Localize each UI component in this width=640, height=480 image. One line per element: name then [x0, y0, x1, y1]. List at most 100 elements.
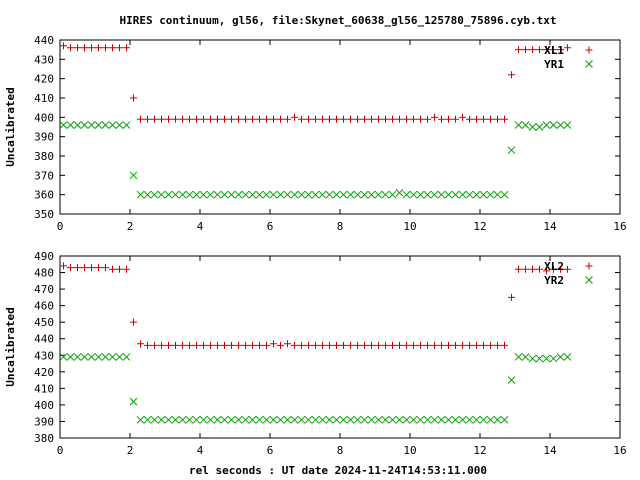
- data-point: [374, 415, 383, 424]
- data-point: [207, 341, 214, 349]
- data-point: [473, 115, 480, 123]
- data-point: [178, 190, 187, 199]
- data-point: [564, 265, 571, 273]
- data-point: [549, 121, 558, 129]
- series-YR2: [59, 353, 572, 424]
- data-point: [515, 46, 522, 54]
- data-point: [361, 115, 368, 123]
- data-point: [284, 115, 291, 123]
- data-point: [374, 190, 383, 199]
- data-point: [430, 190, 439, 199]
- data-point: [150, 190, 159, 199]
- data-point: [206, 415, 215, 424]
- data-point: [543, 267, 550, 275]
- data-point: [416, 415, 425, 424]
- data-point: [479, 415, 488, 424]
- data-point: [116, 265, 123, 273]
- data-point: [556, 353, 565, 361]
- data-point: [332, 415, 341, 424]
- series-YR1: [59, 121, 572, 199]
- data-point: [304, 415, 313, 424]
- data-point: [241, 190, 250, 199]
- data-point: [255, 415, 264, 424]
- data-point: [514, 353, 523, 361]
- data-point: [389, 341, 396, 349]
- y-tick-label: 440: [34, 333, 54, 346]
- data-point: [417, 341, 424, 349]
- data-point: [249, 341, 256, 349]
- data-point: [95, 264, 102, 272]
- data-point: [423, 190, 432, 199]
- data-point: [445, 115, 452, 123]
- legend-label: XL2: [544, 260, 564, 273]
- data-point: [424, 341, 431, 349]
- data-point: [354, 341, 361, 349]
- y-tick-label: 390: [34, 415, 54, 428]
- data-point: [171, 415, 180, 424]
- data-point: [263, 115, 270, 123]
- data-point: [256, 115, 263, 123]
- data-point: [507, 376, 516, 384]
- data-point: [424, 115, 431, 123]
- data-point: [270, 115, 277, 123]
- data-point: [66, 121, 75, 129]
- data-point: [473, 341, 480, 349]
- x-tick-label: 10: [403, 444, 416, 457]
- data-point: [410, 341, 417, 349]
- data-point: [416, 190, 425, 199]
- data-point: [458, 190, 467, 199]
- data-point: [312, 341, 319, 349]
- data-point: [102, 44, 109, 52]
- data-point: [297, 415, 306, 424]
- data-point: [235, 115, 242, 123]
- data-point: [130, 94, 137, 102]
- data-point: [536, 265, 543, 273]
- data-point: [206, 190, 215, 199]
- x-tick-label: 4: [197, 220, 204, 233]
- y-tick-label: 400: [34, 111, 54, 124]
- data-point: [108, 353, 117, 361]
- data-point: [298, 341, 305, 349]
- data-point: [276, 190, 285, 199]
- x-tick-label: 0: [57, 444, 64, 457]
- data-point: [459, 113, 466, 121]
- data-point: [507, 146, 516, 155]
- data-point: [522, 46, 529, 54]
- y-tick-label: 440: [34, 34, 54, 47]
- data-point: [122, 121, 131, 129]
- data-point: [165, 115, 172, 123]
- data-point: [528, 123, 537, 131]
- data-point: [248, 415, 257, 424]
- data-point: [220, 190, 229, 199]
- data-point: [297, 190, 306, 199]
- data-point: [543, 46, 550, 54]
- data-point: [438, 115, 445, 123]
- data-point: [508, 293, 515, 301]
- data-point: [185, 190, 194, 199]
- data-point: [542, 354, 551, 363]
- data-point: [437, 190, 446, 199]
- data-point: [101, 353, 110, 361]
- y-tick-label: 480: [34, 267, 54, 280]
- legend-label: YR1: [544, 58, 564, 71]
- data-point: [80, 353, 89, 361]
- data-point: [431, 341, 438, 349]
- y-tick-label: 420: [34, 73, 54, 86]
- data-point: [116, 44, 123, 52]
- data-point: [178, 415, 187, 424]
- x-tick-label: 16: [613, 220, 626, 233]
- data-point: [66, 353, 75, 361]
- data-point: [500, 415, 509, 424]
- data-point: [459, 341, 466, 349]
- data-point: [269, 415, 278, 424]
- data-point: [319, 341, 326, 349]
- plot-frame: [59, 39, 621, 215]
- data-point: [375, 341, 382, 349]
- data-point: [360, 190, 369, 199]
- data-point: [157, 190, 166, 199]
- data-point: [486, 190, 495, 199]
- data-point: [221, 341, 228, 349]
- data-point: [283, 190, 292, 199]
- data-point: [402, 190, 411, 199]
- data-point: [487, 341, 494, 349]
